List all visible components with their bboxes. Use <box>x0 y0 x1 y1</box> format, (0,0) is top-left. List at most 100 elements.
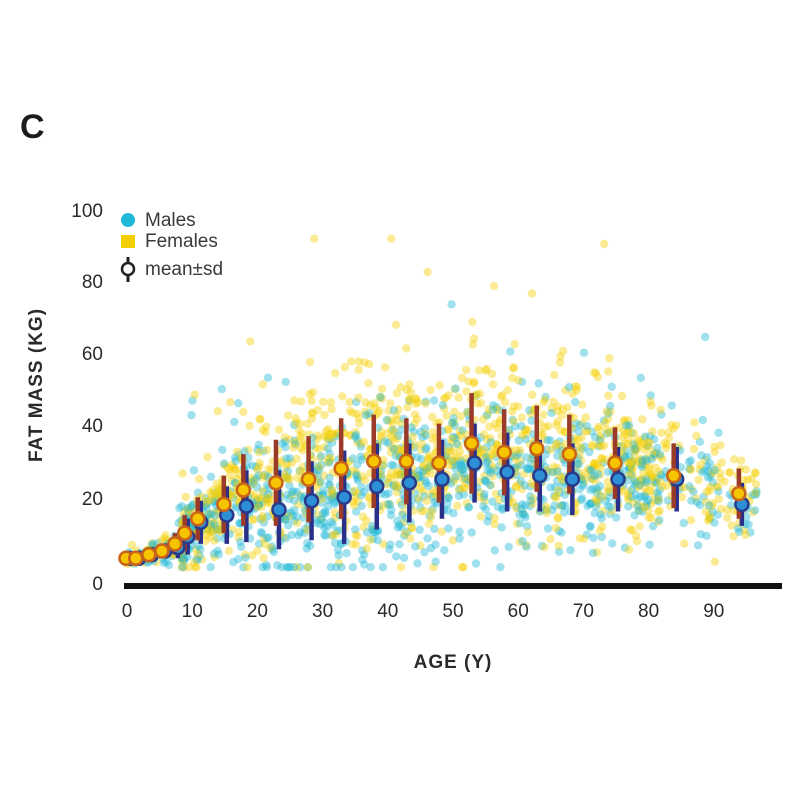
male-point <box>595 481 605 491</box>
female-point <box>177 563 186 572</box>
male-point <box>481 452 491 462</box>
female-point <box>323 425 333 434</box>
male-point <box>497 523 506 532</box>
male-point <box>179 556 188 565</box>
female-point <box>191 563 200 572</box>
male-point <box>514 436 523 445</box>
female-point <box>621 430 630 439</box>
female-point <box>420 461 429 470</box>
male-point <box>342 549 351 558</box>
female-point <box>642 442 651 451</box>
female-point <box>267 465 276 475</box>
male-point <box>387 460 396 470</box>
female-point <box>326 454 335 463</box>
male-point <box>254 471 263 480</box>
male-point <box>367 521 377 531</box>
female-point <box>656 452 666 462</box>
male-point <box>457 466 467 475</box>
female-point <box>443 425 453 434</box>
female-point <box>417 507 426 516</box>
female-point <box>623 439 632 449</box>
male-point <box>649 450 659 459</box>
male-point <box>404 396 414 405</box>
female-point <box>636 476 646 485</box>
female-point <box>194 474 204 484</box>
male-point <box>692 498 702 507</box>
male-point <box>488 405 498 414</box>
male-point <box>323 502 333 511</box>
male-point <box>332 432 341 441</box>
male-mean-marker <box>532 467 548 484</box>
female-point <box>550 370 559 380</box>
legend-males-marker <box>121 213 135 227</box>
female-point <box>477 399 486 408</box>
female-point <box>403 402 412 412</box>
female-point <box>428 412 437 422</box>
female-point <box>450 407 459 416</box>
female-point <box>421 399 430 408</box>
female-point <box>619 426 629 436</box>
female-point <box>490 513 499 523</box>
female-point <box>366 535 375 544</box>
female-point <box>696 460 705 470</box>
male-point <box>187 410 196 420</box>
female-point <box>355 419 364 428</box>
female-point <box>658 482 667 492</box>
male-mean-marker <box>336 489 352 505</box>
male-point <box>654 497 663 506</box>
male-point <box>289 487 298 496</box>
female-point <box>529 494 538 503</box>
female-point <box>263 498 272 507</box>
male-point <box>627 459 636 468</box>
male-point <box>549 491 559 500</box>
female-point <box>739 526 749 535</box>
female-point <box>366 400 375 410</box>
female-point <box>558 346 568 356</box>
male-point <box>686 456 696 465</box>
male-point <box>290 505 299 515</box>
female-point <box>523 528 533 537</box>
male-point <box>480 476 489 485</box>
female-point <box>517 431 527 440</box>
male-point <box>637 476 646 485</box>
female-point <box>649 473 659 482</box>
male-point <box>553 467 562 476</box>
male-point <box>489 401 498 410</box>
female-point <box>541 502 551 511</box>
male-point <box>589 533 598 542</box>
male-point <box>364 409 374 418</box>
female-mean-marker <box>333 460 349 477</box>
female-point <box>619 443 628 452</box>
female-point <box>686 465 696 475</box>
female-point <box>205 526 214 535</box>
male-point <box>601 496 610 506</box>
male-point <box>486 481 495 490</box>
female-point <box>488 472 497 481</box>
female-point <box>516 456 525 465</box>
female-point <box>618 448 627 458</box>
male-point <box>410 489 420 498</box>
female-point <box>513 402 523 411</box>
female-point <box>184 563 193 572</box>
male-point <box>625 464 634 473</box>
female-point <box>739 476 749 485</box>
female-point <box>413 398 422 407</box>
male-point <box>246 478 256 487</box>
female-point <box>487 450 497 459</box>
female-point <box>454 441 463 450</box>
female-point <box>748 507 758 517</box>
female-point <box>353 531 362 541</box>
female-point <box>181 492 190 501</box>
female-point <box>207 509 216 518</box>
female-point <box>446 446 455 456</box>
male-point <box>443 506 453 515</box>
male-point <box>543 435 552 445</box>
female-point <box>607 507 616 516</box>
male-point <box>395 520 404 530</box>
female-point <box>741 530 750 539</box>
male-point <box>631 478 641 487</box>
female-point <box>340 363 349 372</box>
female-point <box>615 423 624 432</box>
male-point <box>733 524 743 533</box>
female-point <box>303 563 313 572</box>
